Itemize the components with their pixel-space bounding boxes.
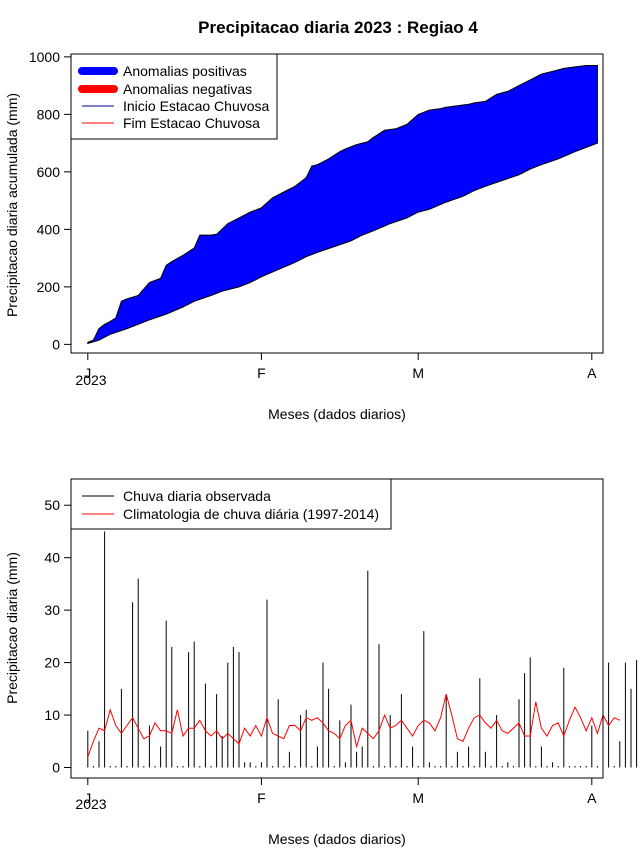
top-panel: Precipitacao diaria 2023 : Regiao 4 0 200…: [4, 18, 604, 422]
top-y-tick-label: 0: [52, 336, 60, 352]
bottom-legend-box: [70, 478, 392, 530]
bottom-x-tick-label: A: [587, 790, 597, 806]
top-plot-area: [87, 65, 598, 345]
bottom-y-tick-label: 40: [44, 550, 60, 566]
top-y-axis-label: Precipitacao diaria acumulada (mm): [4, 93, 20, 317]
top-y-tick-label: 400: [37, 221, 61, 237]
bottom-x-axis-label: Meses (dados diarios): [268, 831, 406, 847]
bottom-y-tick-label: 0: [52, 760, 60, 776]
bottom-panel: 0 10 20 30 40 50 J F M A 2023 Meses (dados diari…: [4, 478, 638, 847]
legend-label-observed: Chuva diaria observada: [123, 488, 271, 504]
bottom-legend: Chuva diaria observada Climatologia de c…: [70, 478, 392, 530]
chart-title: Precipitacao diaria 2023 : Regiao 4: [198, 18, 478, 37]
bottom-x-tick-label: F: [257, 790, 266, 806]
bottom-plot-area: [87, 531, 638, 768]
bottom-x-tick-label: M: [412, 790, 424, 806]
top-y-axis: 0 200 400 600 800 1000: [29, 49, 71, 352]
legend-label-start-season: Inicio Estacao Chuvosa: [123, 98, 270, 114]
legend-label-climatology: Climatologia de chuva diária (1997-2014): [123, 506, 379, 522]
bottom-y-tick-label: 50: [44, 497, 60, 513]
positive-anomaly-area: [87, 65, 598, 345]
bottom-y-tick-label: 20: [44, 655, 60, 671]
top-x-tick-label: F: [257, 365, 266, 381]
top-x-tick-label: A: [587, 365, 597, 381]
bottom-y-tick-label: 30: [44, 602, 60, 618]
top-y-tick-label: 600: [37, 164, 61, 180]
top-legend: Anomalias positivas Anomalias negativas …: [70, 53, 278, 140]
bottom-x-tick-label: J: [84, 790, 91, 806]
top-y-tick-label: 800: [37, 106, 61, 122]
legend-label-end-season: Fim Estacao Chuvosa: [123, 115, 260, 131]
top-x-axis-label: Meses (dados diarios): [268, 406, 406, 422]
top-x-year-label: 2023: [75, 372, 106, 388]
top-y-tick-label: 1000: [29, 49, 60, 65]
climatology-line: [87, 693, 621, 758]
top-y-tick-label: 200: [37, 279, 61, 295]
top-plot-frame: [70, 53, 604, 354]
top-x-tick-label: J: [84, 365, 91, 381]
legend-label-negative: Anomalias negativas: [123, 81, 252, 97]
top-x-tick-label: M: [412, 365, 424, 381]
legend-label-positive: Anomalias positivas: [123, 63, 247, 79]
bottom-x-year-label: 2023: [75, 796, 106, 812]
bottom-y-tick-label: 10: [44, 707, 60, 723]
bottom-y-axis-label: Precipitacao diaria (mm): [4, 552, 20, 704]
bottom-y-axis: 0 10 20 30 40 50: [44, 497, 71, 776]
